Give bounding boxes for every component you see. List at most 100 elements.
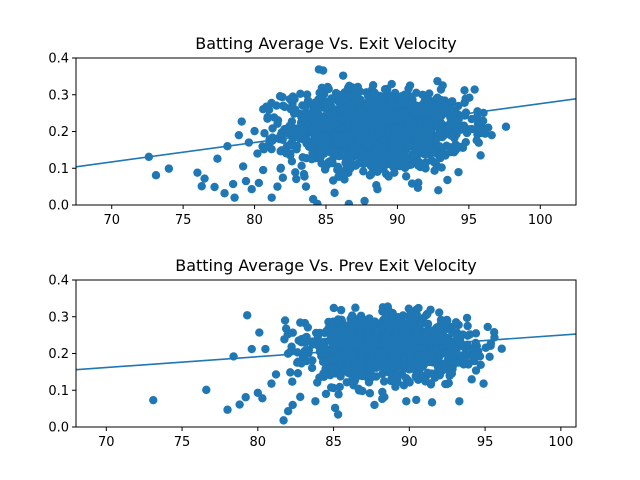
scatter-point — [353, 137, 362, 147]
scatter-point — [423, 96, 432, 106]
scatter-point — [354, 117, 364, 126]
scatter-point — [313, 117, 322, 126]
scatter-point — [381, 313, 390, 322]
x-tick-label: 75 — [174, 435, 191, 450]
scatter-point — [200, 174, 209, 183]
scatter-point — [368, 81, 378, 90]
scatter-point — [430, 166, 439, 175]
scatter-point — [297, 161, 306, 171]
scatter-point — [425, 130, 434, 140]
scatter-point — [334, 329, 344, 339]
scatter-point — [280, 316, 290, 325]
scatter-point — [443, 365, 452, 374]
scatter-point — [292, 174, 301, 184]
y-tick-label: 0.1 — [48, 384, 69, 399]
x-tick-label: 85 — [325, 435, 342, 450]
scatter-point — [321, 133, 331, 142]
scatter-point — [415, 354, 424, 364]
scatter-point — [220, 189, 229, 198]
scatter-point — [347, 330, 356, 340]
scatter-point — [349, 146, 358, 156]
scatter-point — [298, 153, 307, 162]
scatter-point — [320, 165, 330, 174]
scatter-point — [299, 169, 309, 179]
scatter-point — [414, 178, 423, 187]
scatter-point — [421, 158, 431, 167]
scatter-point — [338, 71, 348, 80]
scatter-point — [228, 179, 238, 189]
scatter-point — [313, 378, 322, 387]
scatter-point — [391, 327, 400, 336]
y-tick-label: 0.4 — [48, 52, 69, 67]
scatter-point — [387, 156, 397, 165]
scatter-point — [433, 93, 442, 102]
scatter-point — [455, 397, 464, 406]
scatter-point — [247, 185, 256, 194]
scatter-point — [278, 92, 287, 102]
scatter-point — [468, 352, 478, 361]
scatter-point — [401, 373, 411, 383]
scatter-point — [241, 393, 250, 402]
scatter-point — [374, 160, 383, 169]
y-tick-label: 0.0 — [48, 421, 69, 436]
scatter-point — [278, 101, 288, 110]
scatter-point — [427, 338, 437, 347]
scatter-point — [427, 148, 437, 157]
scatter-point — [351, 303, 360, 312]
scatter-point — [303, 323, 313, 332]
scatter-point — [464, 125, 474, 134]
scatter-point — [213, 154, 222, 163]
scatter-point — [483, 322, 492, 332]
scatter-point — [296, 89, 305, 98]
scatter-point — [426, 305, 435, 314]
scatter-point — [377, 152, 387, 162]
scatter-point — [400, 98, 410, 107]
scatter-point — [149, 395, 158, 405]
scatter-point — [318, 357, 328, 366]
scatter-point — [380, 85, 390, 94]
scatter-point — [301, 182, 311, 191]
scatter-point — [349, 381, 358, 390]
scatter-point — [293, 358, 302, 367]
scatter-point — [193, 168, 202, 177]
scatter-point — [298, 124, 308, 134]
scatter-point — [268, 124, 277, 133]
scatter-point — [400, 360, 409, 369]
scatter-point — [282, 149, 291, 158]
scatter-point — [437, 163, 446, 172]
scatter-point — [351, 161, 360, 170]
scatter-point — [401, 172, 411, 181]
scatter-point — [442, 379, 452, 389]
scatter-point — [376, 95, 385, 104]
scatter-point — [370, 125, 379, 134]
scatter-point — [489, 327, 499, 337]
scatter-point — [433, 76, 442, 86]
scatter-point — [273, 182, 282, 191]
scatter-point — [318, 66, 328, 75]
scatter-point — [403, 123, 413, 132]
scatter-point — [253, 149, 262, 158]
scatter-point — [296, 392, 305, 402]
scatter-point — [281, 324, 291, 333]
scatter-point — [288, 377, 297, 386]
scatter-point — [361, 111, 371, 120]
scatter-point — [335, 357, 345, 367]
scatter-point — [497, 344, 506, 353]
y-tick-label: 0.0 — [48, 199, 69, 214]
subplot-1: 70 75 80 85 90 95 100 0.0 0.1 0.2 0.3 0.4 Batting Av… — [48, 34, 577, 228]
scatter-point — [346, 156, 355, 165]
scatter-point — [394, 124, 404, 134]
scatter-point — [326, 101, 336, 111]
scatter-point — [387, 347, 396, 357]
scatter-point — [426, 379, 436, 388]
scatter-point — [267, 379, 276, 388]
scatter-point — [476, 151, 485, 160]
x-tick-label: 75 — [175, 213, 192, 228]
scatter-point — [235, 400, 244, 409]
scatter-point — [448, 97, 457, 106]
scatter-point — [358, 145, 367, 155]
scatter-point — [325, 124, 334, 133]
scatter-point — [403, 141, 412, 150]
scatter-point — [329, 346, 338, 355]
